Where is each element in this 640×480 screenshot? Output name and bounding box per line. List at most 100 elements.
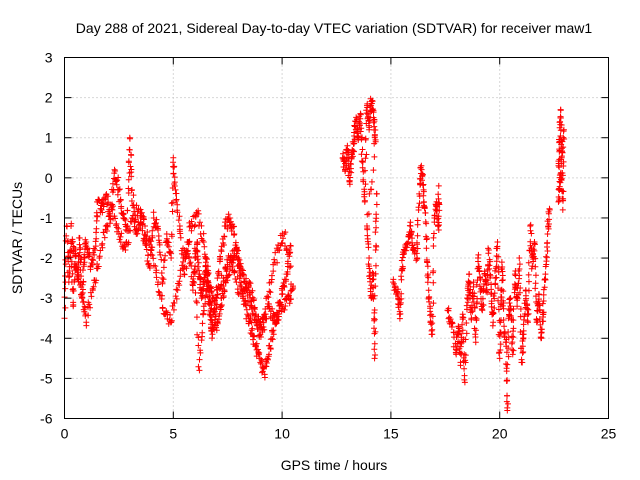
data-point [399, 263, 406, 270]
data-point [500, 316, 507, 323]
data-point [160, 264, 167, 271]
data-point [369, 98, 376, 105]
data-point [201, 307, 208, 314]
data-point [414, 245, 421, 252]
data-point [202, 254, 209, 261]
data-point [364, 104, 371, 111]
data-point [497, 341, 504, 348]
data-point [505, 334, 512, 341]
data-point [251, 306, 258, 313]
data-point [544, 247, 551, 254]
data-point [173, 295, 180, 302]
data-point [339, 154, 346, 161]
data-point [155, 237, 162, 244]
data-points [61, 95, 568, 414]
data-point [236, 256, 243, 263]
data-point [253, 340, 260, 347]
data-point [108, 206, 115, 213]
data-point [282, 302, 289, 309]
data-point [200, 230, 207, 237]
data-point [235, 291, 242, 298]
data-point [266, 342, 273, 349]
data-point [500, 300, 507, 307]
data-point [468, 307, 475, 314]
data-point [369, 269, 376, 276]
data-point [96, 253, 103, 260]
data-point [170, 306, 177, 313]
x-tick-label: 20 [492, 426, 508, 442]
data-point [146, 241, 153, 248]
data-point [261, 374, 268, 381]
data-point [193, 314, 200, 321]
data-point [220, 275, 227, 282]
data-point [427, 303, 434, 310]
data-point [371, 340, 378, 347]
data-point [505, 328, 512, 335]
data-point [477, 276, 484, 283]
data-point [263, 315, 270, 322]
data-point [560, 126, 567, 133]
data-point [230, 259, 237, 266]
data-point [545, 210, 552, 217]
y-tick-label: 2 [45, 90, 53, 106]
data-point [157, 251, 164, 258]
data-point [370, 167, 377, 174]
data-point [371, 325, 378, 332]
data-point [492, 280, 499, 287]
data-point [67, 246, 74, 253]
data-point [395, 286, 402, 293]
data-point [357, 115, 364, 122]
data-point [165, 243, 172, 250]
data-point [167, 311, 174, 318]
data-point [532, 255, 539, 262]
data-point [176, 213, 183, 220]
data-point [463, 330, 470, 337]
data-point [398, 257, 405, 264]
data-point [153, 267, 160, 274]
data-point [498, 259, 505, 266]
data-point [177, 273, 184, 280]
data-point [507, 306, 514, 313]
data-point [170, 170, 177, 177]
data-point [176, 222, 183, 229]
data-point [130, 192, 137, 199]
data-point [89, 287, 96, 294]
data-point [128, 197, 135, 204]
data-point [159, 275, 166, 282]
data-point [350, 148, 357, 155]
data-point [168, 319, 175, 326]
data-point [502, 361, 509, 368]
data-point [137, 206, 144, 213]
data-point [116, 186, 123, 193]
data-point [419, 171, 426, 178]
data-point [426, 312, 433, 319]
data-point [170, 159, 177, 166]
data-point [504, 392, 511, 399]
data-point [181, 271, 188, 278]
data-point [472, 314, 479, 321]
data-point [372, 283, 379, 290]
data-point [418, 162, 425, 169]
data-point [73, 262, 80, 269]
data-point [198, 295, 205, 302]
data-point [493, 274, 500, 281]
data-point [505, 345, 512, 352]
data-point [86, 301, 93, 308]
data-point [532, 263, 539, 270]
data-point [88, 256, 95, 263]
data-point [199, 287, 206, 294]
data-point [557, 113, 564, 120]
data-point [84, 244, 91, 251]
data-point [268, 272, 275, 279]
data-point [98, 206, 105, 213]
data-point [281, 306, 288, 313]
data-point [366, 265, 373, 272]
data-point [128, 152, 135, 159]
data-point [125, 185, 132, 192]
data-point [210, 326, 217, 333]
data-point [463, 319, 470, 326]
data-point [371, 140, 378, 147]
data-point [366, 124, 373, 131]
x-tick-label: 0 [61, 426, 69, 442]
